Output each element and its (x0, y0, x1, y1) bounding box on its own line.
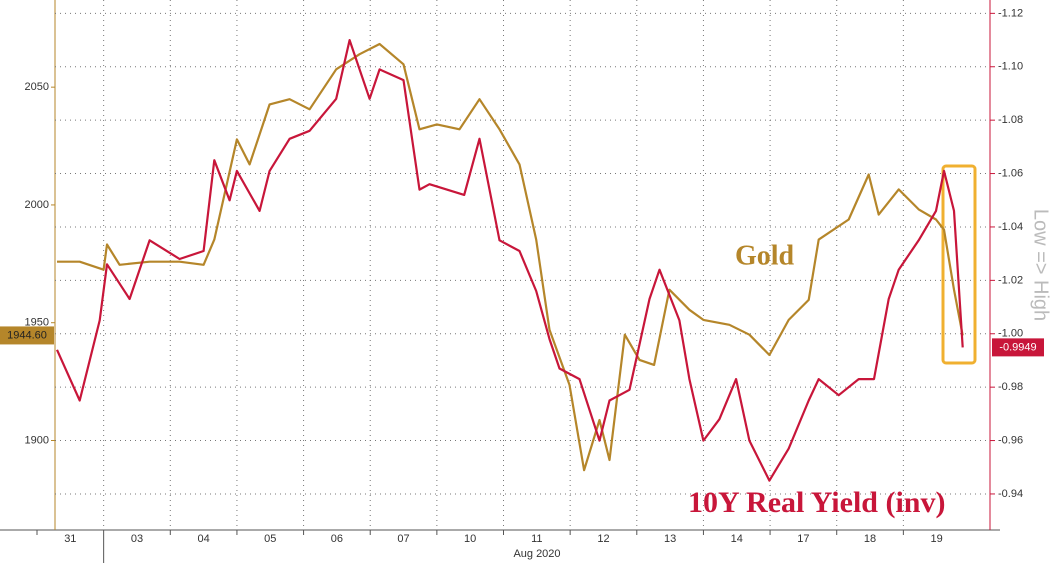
y2-tick-label: -0.96 (998, 434, 1023, 446)
x-tick-label: 31 (64, 533, 76, 545)
y2-tick-label: -1.00 (998, 328, 1023, 340)
x-tick-label: 04 (197, 533, 209, 545)
value-label: -0.9949 (999, 341, 1036, 353)
y2-tick-label: -1.02 (998, 274, 1023, 286)
value-label-box (992, 338, 1044, 357)
y2-tick-label: -1.06 (998, 167, 1023, 179)
value-label-box (0, 326, 54, 345)
x-tick-label: 05 (264, 533, 276, 545)
value-label: 1944.60 (7, 329, 47, 341)
x-tick-label: 11 (531, 533, 542, 545)
x-tick-label: 12 (597, 533, 609, 545)
y-tick-label: 1900 (25, 434, 49, 446)
y2-tick-label: -1.04 (998, 221, 1023, 233)
line (57, 42, 964, 472)
y2-tick-label: -0.98 (998, 381, 1023, 393)
x-tick-label: 10 (464, 533, 476, 545)
yield-annotation: 10Y Real Yield (inv) (688, 486, 945, 519)
y-tick-label: 1950 (25, 317, 49, 329)
y2-tick-label: -1.10 (998, 61, 1023, 73)
highlight-box (941, 164, 977, 365)
y-tick-label: 2050 (25, 81, 49, 93)
x-tick-label: 06 (331, 533, 343, 545)
x-tick-label: 19 (931, 533, 943, 545)
y2-axis-title: Low => High (1030, 209, 1052, 321)
x-tick-label: 18 (864, 533, 876, 545)
y2-tick-label: -1.12 (998, 7, 1023, 19)
y-tick-label: 2000 (25, 199, 49, 211)
x-tick-label: 13 (664, 533, 676, 545)
y2-tick-label: -1.08 (998, 114, 1023, 126)
y2-tick-label: -0.94 (998, 488, 1023, 500)
line (55, 39, 964, 482)
x-tick-label: 03 (131, 533, 143, 545)
x-axis-title: Aug 2020 (513, 548, 560, 560)
x-tick-label: 17 (797, 533, 809, 545)
x-tick-label: 14 (731, 533, 743, 545)
gold-annotation: Gold (735, 240, 795, 271)
x-tick-label: 07 (397, 533, 409, 545)
